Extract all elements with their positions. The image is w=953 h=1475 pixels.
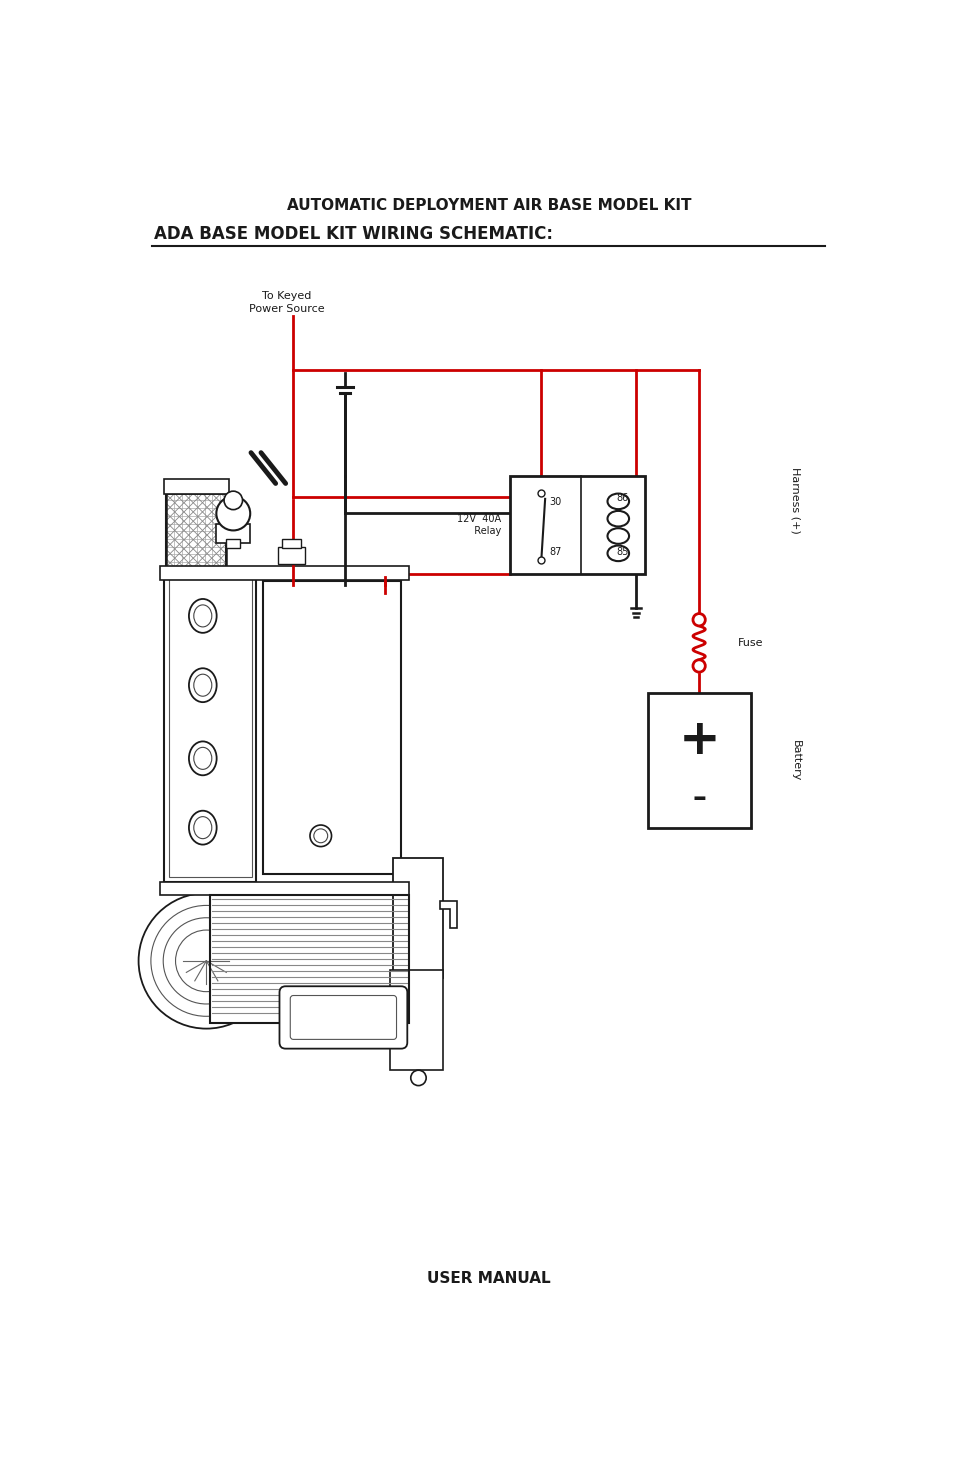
Bar — [277, 547, 305, 563]
Circle shape — [411, 1071, 426, 1086]
Bar — [169, 578, 252, 878]
Ellipse shape — [607, 510, 628, 527]
Text: 86: 86 — [616, 493, 628, 503]
Text: 87: 87 — [548, 547, 560, 556]
Text: Power Source: Power Source — [249, 304, 325, 314]
Polygon shape — [439, 901, 456, 928]
Bar — [160, 882, 409, 895]
Ellipse shape — [607, 528, 628, 544]
Text: +: + — [678, 715, 720, 764]
Ellipse shape — [193, 605, 212, 627]
Ellipse shape — [189, 742, 216, 776]
Bar — [210, 895, 409, 1024]
Bar — [216, 524, 250, 543]
Ellipse shape — [314, 829, 327, 842]
Text: Battery: Battery — [789, 739, 800, 780]
Ellipse shape — [189, 668, 216, 702]
Bar — [393, 858, 443, 978]
Ellipse shape — [189, 599, 216, 633]
Ellipse shape — [607, 494, 628, 509]
Bar — [226, 538, 240, 549]
Ellipse shape — [189, 811, 216, 845]
Text: To Keyed: To Keyed — [262, 292, 312, 301]
Text: 85: 85 — [616, 547, 628, 556]
Bar — [210, 895, 409, 1024]
Text: Harness (+): Harness (+) — [789, 468, 800, 534]
Ellipse shape — [193, 748, 212, 770]
Circle shape — [692, 659, 704, 673]
Circle shape — [224, 491, 242, 510]
Bar — [647, 693, 751, 827]
Bar — [281, 538, 301, 549]
Bar — [389, 971, 443, 1071]
Text: 12V  40A
  Relay: 12V 40A Relay — [456, 515, 500, 535]
Ellipse shape — [193, 674, 212, 696]
Ellipse shape — [607, 546, 628, 560]
Bar — [262, 581, 400, 873]
Bar — [510, 476, 644, 574]
Text: AUTOMATIC DEPLOYMENT AIR BASE MODEL KIT: AUTOMATIC DEPLOYMENT AIR BASE MODEL KIT — [286, 198, 691, 212]
Bar — [160, 566, 409, 580]
Text: USER MANUAL: USER MANUAL — [427, 1270, 550, 1286]
Circle shape — [216, 497, 250, 531]
Bar — [164, 479, 229, 494]
Bar — [164, 574, 256, 882]
Ellipse shape — [193, 817, 212, 839]
Text: Fuse: Fuse — [737, 637, 762, 648]
Text: –: – — [692, 785, 706, 813]
Ellipse shape — [310, 825, 332, 847]
Text: ADA BASE MODEL KIT WIRING SCHEMATIC:: ADA BASE MODEL KIT WIRING SCHEMATIC: — [153, 224, 553, 243]
Bar — [166, 493, 226, 577]
FancyBboxPatch shape — [290, 996, 396, 1040]
Bar — [166, 493, 226, 577]
Circle shape — [692, 614, 704, 625]
Circle shape — [138, 892, 274, 1028]
FancyBboxPatch shape — [279, 987, 407, 1049]
Text: 30: 30 — [548, 497, 560, 506]
